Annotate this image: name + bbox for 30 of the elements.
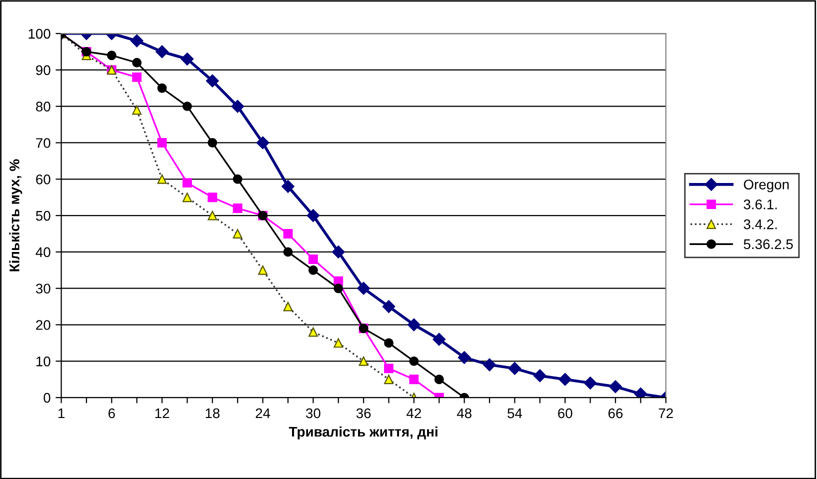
x-tick-label: 18 bbox=[206, 408, 220, 418]
y-tick-label: 40 bbox=[36, 247, 50, 258]
x-tick-label: 30 bbox=[306, 408, 320, 418]
x-tick-label: 42 bbox=[406, 408, 421, 418]
x-tick-label: 12 bbox=[155, 408, 170, 418]
y-tick-label: 70 bbox=[36, 138, 50, 148]
x-tick-label: 48 bbox=[456, 408, 472, 418]
legend-label: Oregon bbox=[744, 180, 789, 192]
y-tick-label: 20 bbox=[36, 320, 50, 330]
y-tick-label: 60 bbox=[36, 174, 50, 184]
x-tick-label: 6 bbox=[108, 408, 115, 418]
x-tick-label: 54 bbox=[508, 408, 522, 418]
legend-label: 3.6.1. bbox=[744, 199, 777, 210]
y-tick-label: 100 bbox=[28, 28, 50, 39]
legend-label: 5.36.2.5 bbox=[744, 239, 793, 250]
y-tick-label: 0 bbox=[44, 392, 50, 403]
x-axis-title: Тривалість життя, дні bbox=[288, 426, 438, 440]
y-tick-label: 30 bbox=[36, 284, 50, 294]
x-tick-label: 36 bbox=[356, 408, 371, 418]
y-tick-label: 90 bbox=[36, 65, 50, 76]
y-tick-label: 80 bbox=[36, 102, 50, 112]
x-tick-label: 24 bbox=[256, 408, 270, 418]
x-tick-label: 1 bbox=[58, 408, 64, 418]
y-tick-label: 50 bbox=[36, 210, 50, 221]
legend-label: 3.4.2. bbox=[744, 219, 777, 230]
x-tick-label: 60 bbox=[558, 408, 572, 418]
x-tick-label: 66 bbox=[608, 408, 623, 418]
x-tick-label: 72 bbox=[658, 408, 673, 418]
y-axis-title: Кількість мух, % bbox=[9, 159, 22, 272]
y-tick-label: 10 bbox=[36, 356, 50, 366]
